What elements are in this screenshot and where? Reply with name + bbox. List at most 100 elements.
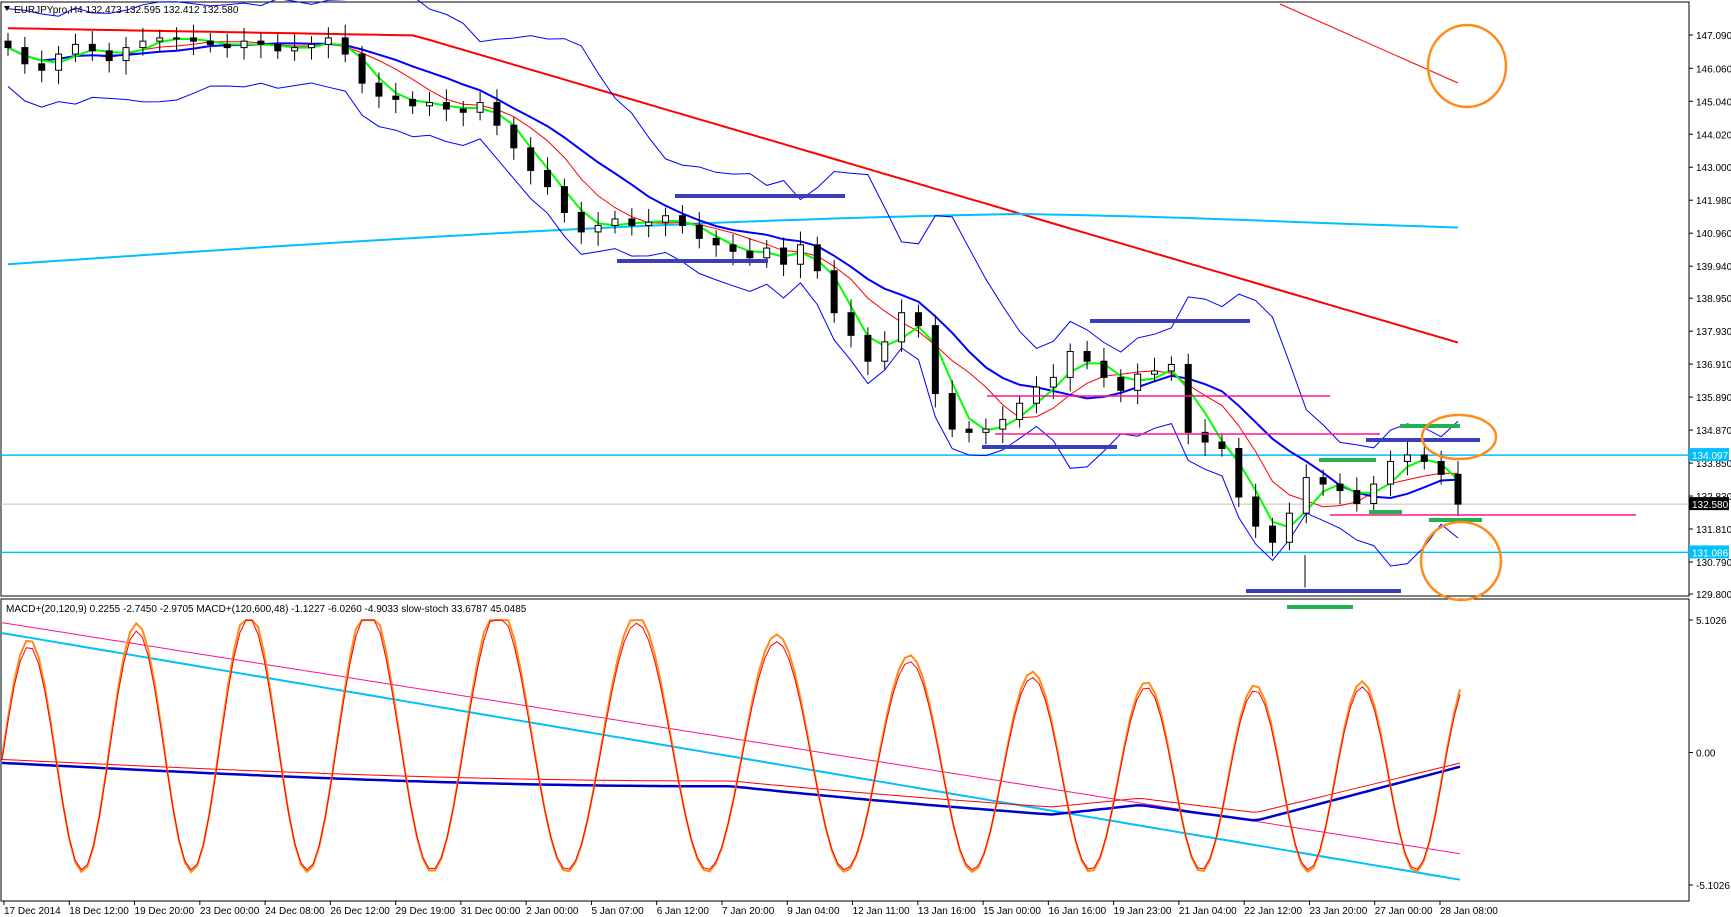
candle bbox=[1235, 437, 1243, 508]
time-tick-label: 26 Dec 12:00 bbox=[330, 906, 390, 917]
price-axis: 147.090 146.060 145.040 144.020 143.000 141.9… bbox=[1689, 31, 1731, 601]
price-tick-label: 141.980 bbox=[1696, 196, 1731, 207]
macd-line-blue bbox=[1, 761, 1461, 822]
time-tick-label: 22 Jan 12:00 bbox=[1244, 906, 1302, 917]
candle bbox=[695, 212, 703, 249]
bear-candle-body bbox=[1184, 363, 1192, 433]
bear-candle-body bbox=[1252, 496, 1260, 527]
candle bbox=[1184, 353, 1192, 445]
bear-candle-body bbox=[358, 53, 366, 84]
candle bbox=[341, 24, 349, 63]
price-tick-label: 129.800 bbox=[1696, 590, 1731, 601]
candle bbox=[156, 29, 164, 52]
bull-candle-body bbox=[1167, 363, 1175, 372]
price-tag-bg bbox=[1689, 448, 1729, 462]
price-panel-frame bbox=[0, 1, 1690, 597]
bull-candle-body bbox=[1049, 376, 1057, 388]
bull-candle-body bbox=[156, 37, 164, 42]
bull-candle-body bbox=[645, 221, 653, 226]
bear-candle-body bbox=[105, 50, 113, 62]
time-tick-label: 7 Jan 20:00 bbox=[722, 906, 775, 917]
price-tick-label: 143.000 bbox=[1696, 163, 1731, 174]
candle bbox=[1218, 433, 1226, 457]
candle bbox=[678, 205, 686, 234]
candle bbox=[206, 33, 214, 53]
bull-candle-body bbox=[611, 218, 619, 226]
ma-thin-red bbox=[7, 41, 1459, 508]
candle bbox=[1201, 419, 1209, 456]
price-tick-label: 130.790 bbox=[1696, 558, 1731, 569]
bear-candle-body bbox=[1319, 477, 1327, 485]
time-tick-label: 23 Jan 20:00 bbox=[1309, 906, 1367, 917]
candle bbox=[780, 237, 788, 277]
candle bbox=[1403, 441, 1411, 476]
candle bbox=[291, 34, 299, 61]
bear-candle-body bbox=[189, 37, 197, 42]
candle bbox=[1134, 363, 1142, 405]
candle bbox=[611, 210, 619, 234]
bull-candle-body bbox=[139, 40, 147, 49]
bull-candle-body bbox=[122, 47, 130, 62]
bull-candle-body bbox=[881, 341, 889, 362]
bear-candle-body bbox=[560, 186, 568, 213]
candle bbox=[914, 304, 922, 338]
moving-average-overlays bbox=[1, 0, 1689, 567]
bear-candle-body bbox=[1117, 376, 1125, 391]
time-tick-label: 5 Jan 07:00 bbox=[591, 906, 644, 917]
trend-annotations[interactable] bbox=[617, 23, 1636, 609]
bear-candle-body bbox=[931, 325, 939, 395]
candle bbox=[55, 45, 63, 85]
bear-candle-body bbox=[1100, 360, 1108, 378]
candle bbox=[1252, 483, 1260, 539]
bull-candle-body bbox=[1403, 454, 1411, 462]
candlestick-series bbox=[4, 24, 1462, 588]
candle bbox=[560, 178, 568, 223]
bull-candle-body bbox=[763, 247, 771, 259]
candle bbox=[21, 36, 29, 74]
candle bbox=[527, 137, 535, 185]
highlight-ellipse bbox=[1420, 413, 1498, 461]
candle bbox=[712, 230, 720, 257]
chart-menu-triangle-icon[interactable] bbox=[4, 6, 10, 11]
indicator-axis: 5.1026 0.00 -5.1026 bbox=[1689, 616, 1730, 892]
time-tick-label: 23 Dec 00:00 bbox=[200, 906, 260, 917]
time-tick-label: 9 Jan 04:00 bbox=[787, 906, 840, 917]
candle bbox=[139, 27, 147, 56]
price-tick-label: 146.060 bbox=[1696, 64, 1731, 75]
bear-candle-body bbox=[678, 215, 686, 226]
candle bbox=[864, 327, 872, 376]
bear-candle-body bbox=[914, 312, 922, 327]
time-tick-label: 13 Jan 16:00 bbox=[918, 906, 976, 917]
candle bbox=[274, 33, 282, 59]
bull-candle-body bbox=[71, 43, 79, 55]
bull-candle-body bbox=[1032, 386, 1040, 404]
bear-candle-body bbox=[510, 124, 518, 149]
candle bbox=[426, 91, 434, 116]
candle bbox=[881, 331, 889, 370]
candle bbox=[1066, 343, 1074, 392]
bear-candle-body bbox=[948, 393, 956, 430]
price-tick-label: 135.890 bbox=[1696, 393, 1731, 404]
bear-candle-body bbox=[628, 218, 636, 226]
time-tick-label: 19 Dec 20:00 bbox=[135, 906, 195, 917]
time-tick-label: 24 Dec 08:00 bbox=[265, 906, 325, 917]
price-tick-label: 137.930 bbox=[1696, 327, 1731, 338]
bull-candle-body bbox=[1387, 460, 1395, 485]
symbol-header: EURJPYpro,H4 132.473 132.595 132.412 132… bbox=[14, 5, 239, 16]
indicator-header: MACD+(20,120,9) 0.2255 -2.7450 -2.9705 M… bbox=[6, 604, 527, 615]
bear-candle-body bbox=[813, 244, 821, 272]
candle bbox=[1151, 357, 1159, 383]
price-tag-label: 134.097 bbox=[1692, 451, 1729, 462]
bull-candle-body bbox=[662, 215, 670, 223]
candle bbox=[898, 299, 906, 352]
bull-candle-body bbox=[426, 102, 434, 107]
bear-candle-body bbox=[223, 43, 231, 49]
price-tag-label: 131.086 bbox=[1692, 548, 1729, 559]
indicator-tick-label: -5.1026 bbox=[1696, 881, 1730, 892]
bear-candle-body bbox=[375, 82, 383, 97]
bull-candle-body bbox=[1151, 370, 1159, 375]
time-axis: 17 Dec 2014 18 Dec 12:00 19 Dec 20:00 23 De… bbox=[3, 901, 1498, 917]
price-tag-bg bbox=[1689, 545, 1729, 559]
bear-candle-body bbox=[341, 37, 349, 55]
